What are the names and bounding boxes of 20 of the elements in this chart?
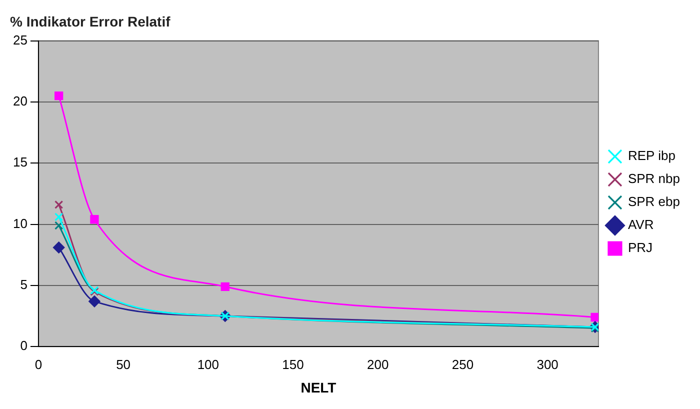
legend-label: AVR [628,217,654,232]
x-tick-label: 50 [116,356,131,372]
legend-label: SPR nbp [628,171,680,186]
y-tick-label: 0 [20,338,28,354]
x-tick-label: 100 [197,356,220,372]
x-axis-title: NELT [300,379,337,396]
y-tick-label: 5 [20,277,28,292]
legend-label: REP ibp [628,148,676,164]
x-tick-label: 200 [367,356,389,372]
y-tick-label: 20 [12,94,28,109]
x-tick-label: 250 [452,356,474,372]
y-axis-title: % Indikator Error Relatif [10,13,171,30]
legend-label: PRJ [628,240,653,256]
y-tick-label: 25 [12,32,28,48]
legend-label: SPR ebp [628,194,680,210]
x-tick-label: 150 [282,356,304,372]
y-tick-label: 10 [12,216,28,231]
x-tick-label: 300 [536,356,558,372]
y-tick-label: 15 [12,154,28,170]
x-tick-label: 0 [34,356,42,372]
